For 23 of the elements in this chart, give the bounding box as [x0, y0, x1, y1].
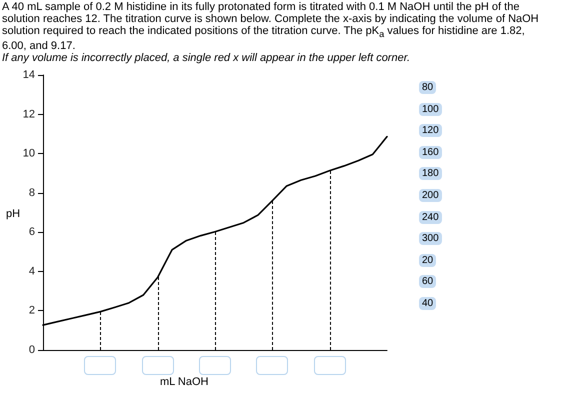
y-tick-label: 0: [28, 344, 35, 356]
y-tick-label: 6: [28, 226, 35, 238]
y-tick-label: 12: [22, 108, 35, 120]
chart-subtitle: If any volume is incorrectly placed, a single red x will appear in the upper left corner.: [2, 52, 412, 64]
y-tick-label: 10: [22, 148, 35, 160]
text: 100: [419, 102, 442, 116]
text: 180: [419, 167, 442, 180]
y-tick-label: 14: [22, 69, 35, 81]
text: 160: [419, 146, 442, 159]
text: 60: [419, 275, 436, 288]
y-tick-label: 8: [28, 186, 35, 199]
text: 20: [419, 254, 436, 267]
text: 240: [419, 210, 442, 224]
text: 120: [419, 124, 442, 138]
text: 300: [419, 232, 442, 246]
y-tick-label: 2: [28, 304, 35, 317]
x-axis-title: mL NaOH: [160, 376, 208, 388]
text: 80: [419, 81, 436, 94]
y-axis-title: pH: [6, 208, 20, 220]
text: 40: [419, 297, 436, 310]
chart-title: A 40 mL sample of 0.2 M histidine in its fully protonated form is titrated with 0.1 M NaOH until the pH of the solution reaches 12. The titration curve is shown below. Complete the x-axis by indicating the volume of NaOH solution required to reach the indicated positions of the titration curve. The pK$_{a}$ values for histidine are 1.82, 6.00, and 9.17.: [2, 1, 539, 52]
text: 200: [419, 189, 442, 202]
y-tick-label: 4: [28, 265, 35, 278]
